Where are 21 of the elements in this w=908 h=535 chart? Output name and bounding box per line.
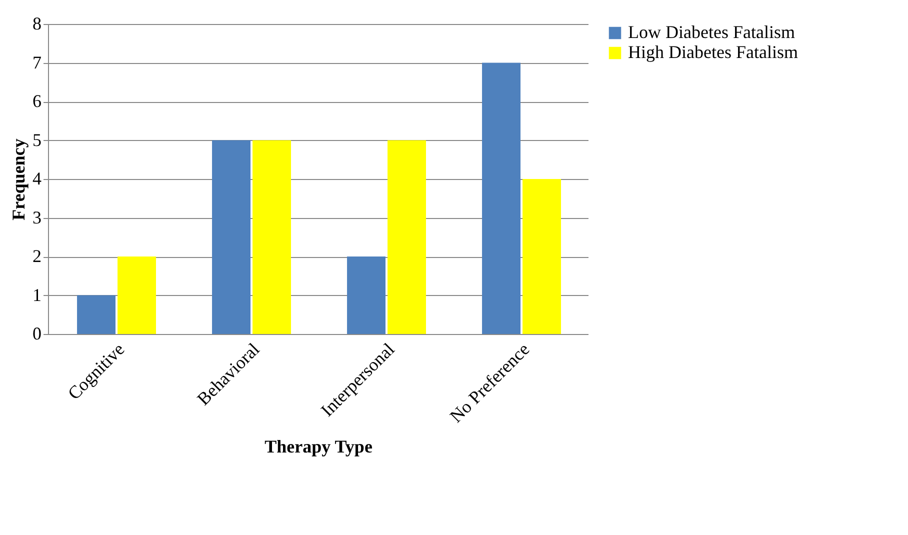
y-tick-label: 6 — [32, 91, 42, 111]
y-axis-title: Frequency — [8, 138, 28, 220]
y-tick-label: 8 — [32, 14, 42, 34]
bar — [482, 62, 520, 334]
y-tick-label: 5 — [32, 130, 42, 150]
y-tick-label: 1 — [32, 284, 42, 305]
bar — [118, 256, 156, 334]
bar — [522, 179, 561, 334]
bar — [77, 295, 116, 334]
y-tick-label: 7 — [32, 52, 42, 72]
y-tick-label: 3 — [32, 207, 42, 228]
y-tick-label: 4 — [32, 168, 42, 188]
x-axis-title: Therapy Type — [264, 436, 372, 456]
bar — [212, 140, 250, 334]
legend-label: Low Diabetes Fatalism — [628, 22, 795, 42]
y-tick-label: 0 — [32, 324, 42, 344]
legend-label: High Diabetes Fatalism — [628, 42, 798, 62]
bar — [252, 140, 291, 334]
bar — [388, 140, 426, 334]
y-tick-label: 2 — [32, 246, 42, 266]
bar — [347, 256, 386, 334]
